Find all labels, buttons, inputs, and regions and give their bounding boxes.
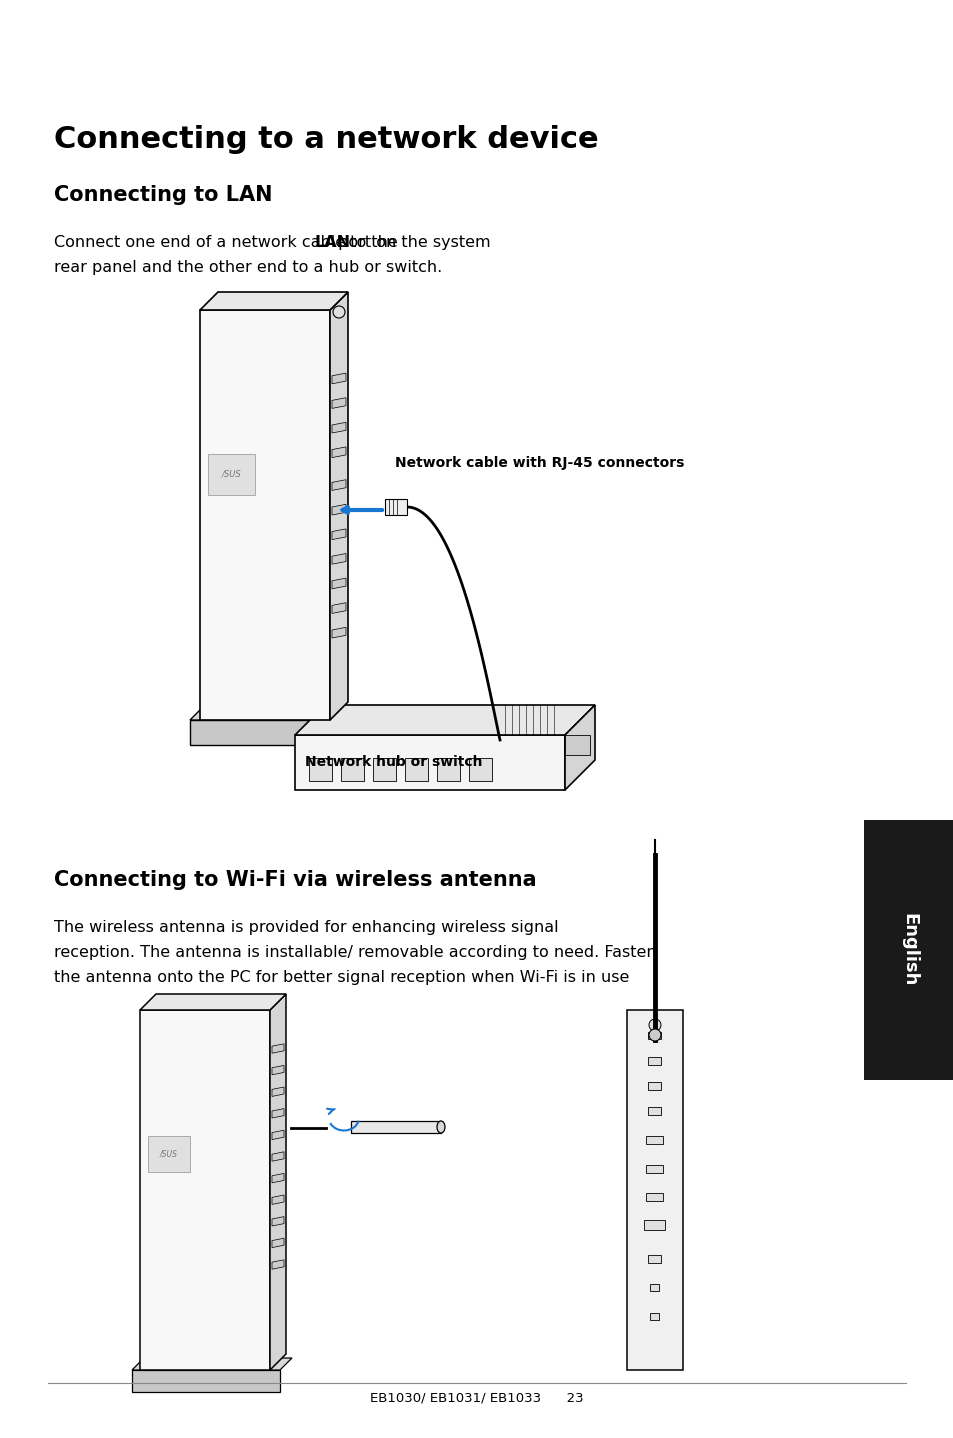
FancyBboxPatch shape [648,1032,660,1040]
Text: Connect one end of a network cable to the: Connect one end of a network cable to th… [54,234,403,250]
Polygon shape [332,554,346,564]
FancyBboxPatch shape [648,1057,660,1064]
Polygon shape [332,603,346,614]
Polygon shape [272,1152,284,1162]
FancyBboxPatch shape [309,758,333,781]
FancyBboxPatch shape [374,758,396,781]
Text: Connecting to LAN: Connecting to LAN [54,186,273,206]
Polygon shape [270,994,286,1370]
FancyBboxPatch shape [650,1284,659,1291]
Circle shape [648,1020,660,1031]
Polygon shape [332,447,346,457]
FancyBboxPatch shape [646,1194,662,1201]
FancyBboxPatch shape [644,1219,665,1229]
Polygon shape [140,994,286,1009]
Polygon shape [626,1009,682,1370]
FancyBboxPatch shape [646,1136,662,1143]
Polygon shape [272,1044,284,1053]
Polygon shape [200,292,348,311]
Polygon shape [272,1238,284,1248]
Text: EB1030/ EB1031/ EB1033      23: EB1030/ EB1031/ EB1033 23 [370,1392,583,1405]
Polygon shape [140,1009,270,1370]
FancyBboxPatch shape [648,1254,660,1263]
Text: Network cable with RJ-45 connectors: Network cable with RJ-45 connectors [395,456,683,470]
Polygon shape [272,1195,284,1205]
Polygon shape [332,578,346,588]
Text: Connecting to a network device: Connecting to a network device [54,125,598,154]
Polygon shape [190,706,354,720]
Polygon shape [294,705,595,735]
Text: /SUS: /SUS [160,1149,178,1159]
Text: LAN: LAN [314,234,351,250]
Polygon shape [272,1109,284,1117]
Polygon shape [208,453,254,495]
Text: English: English [900,913,917,986]
Polygon shape [272,1173,284,1183]
Text: rear panel and the other end to a hub or switch.: rear panel and the other end to a hub or… [54,260,442,275]
Polygon shape [148,1136,190,1172]
Circle shape [333,306,345,318]
Polygon shape [332,529,346,539]
Polygon shape [351,1122,440,1133]
Polygon shape [132,1357,292,1370]
Circle shape [648,1030,660,1041]
FancyBboxPatch shape [469,758,492,781]
Polygon shape [385,499,407,515]
Text: /SUS: /SUS [221,469,241,479]
Polygon shape [294,735,564,789]
Polygon shape [332,372,346,384]
Polygon shape [564,705,595,789]
Polygon shape [272,1260,284,1270]
Polygon shape [332,627,346,638]
Polygon shape [132,1370,280,1392]
Polygon shape [190,720,339,745]
Text: The wireless antenna is provided for enhancing wireless signal: The wireless antenna is provided for enh… [54,920,558,935]
Polygon shape [272,1066,284,1074]
Polygon shape [272,1087,284,1096]
Polygon shape [332,423,346,433]
Text: port on the system: port on the system [333,234,491,250]
Ellipse shape [436,1122,444,1133]
Polygon shape [332,505,346,515]
Text: Connecting to Wi-Fi via wireless antenna: Connecting to Wi-Fi via wireless antenna [54,870,537,890]
Polygon shape [332,480,346,490]
FancyBboxPatch shape [437,758,460,781]
FancyBboxPatch shape [646,1165,662,1172]
FancyBboxPatch shape [863,820,953,1080]
FancyBboxPatch shape [564,735,589,755]
Polygon shape [272,1217,284,1227]
Polygon shape [272,1130,284,1139]
Polygon shape [330,292,348,720]
FancyBboxPatch shape [648,1081,660,1090]
FancyBboxPatch shape [648,1107,660,1114]
Text: reception. The antenna is installable/ removable according to need. Fasten: reception. The antenna is installable/ r… [54,945,657,961]
Polygon shape [332,398,346,408]
FancyBboxPatch shape [341,758,364,781]
Text: the antenna onto the PC for better signal reception when Wi-Fi is in use: the antenna onto the PC for better signa… [54,971,629,985]
Text: Network hub or switch: Network hub or switch [305,755,482,769]
FancyBboxPatch shape [405,758,428,781]
Polygon shape [200,311,330,720]
FancyBboxPatch shape [650,1313,659,1320]
